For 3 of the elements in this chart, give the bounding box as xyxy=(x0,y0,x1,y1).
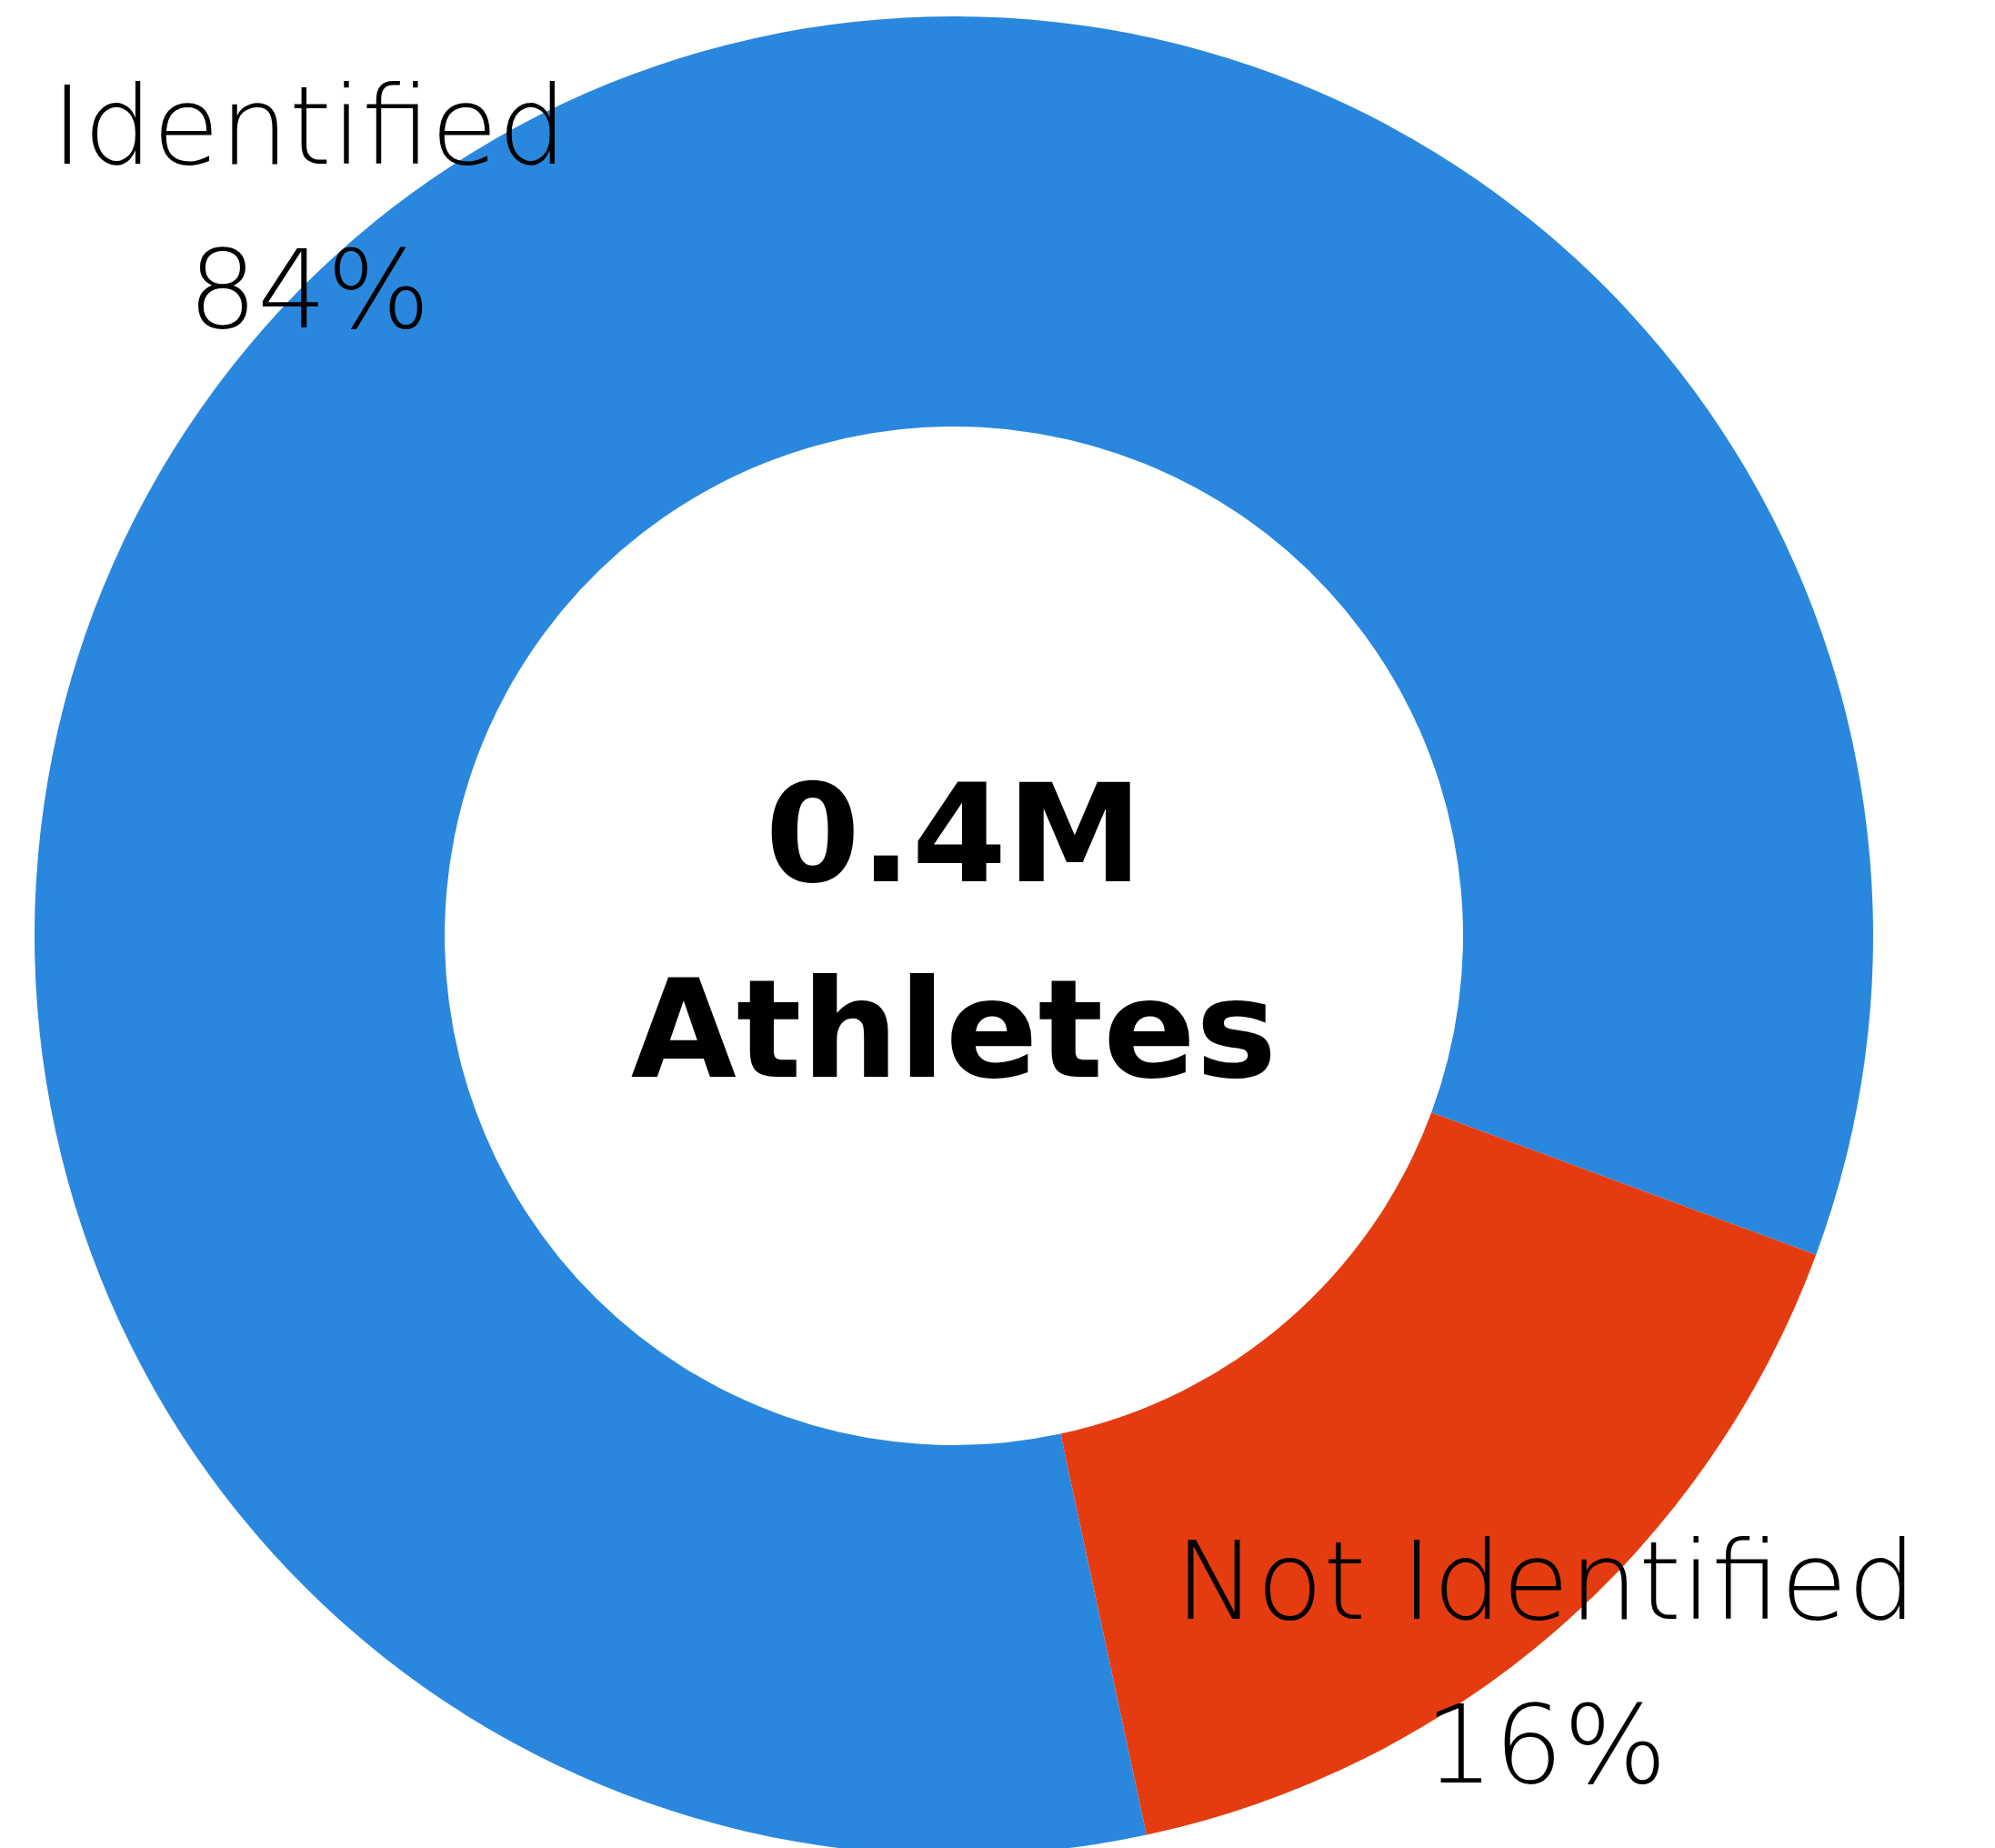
text: Athletes xyxy=(630,950,1278,1109)
text: 0.4M xyxy=(765,755,1143,913)
data-label: 16% xyxy=(1424,1682,1668,1808)
